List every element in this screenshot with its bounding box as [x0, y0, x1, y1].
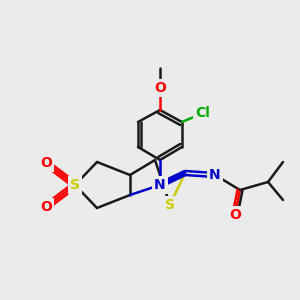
Text: Cl: Cl: [196, 106, 210, 120]
Text: O: O: [154, 81, 166, 95]
Text: S: S: [70, 178, 80, 192]
Text: N: N: [154, 178, 166, 192]
Text: O: O: [229, 208, 241, 222]
Text: O: O: [40, 200, 52, 214]
Text: N: N: [209, 168, 221, 182]
Text: O: O: [40, 156, 52, 170]
Text: S: S: [165, 198, 175, 212]
